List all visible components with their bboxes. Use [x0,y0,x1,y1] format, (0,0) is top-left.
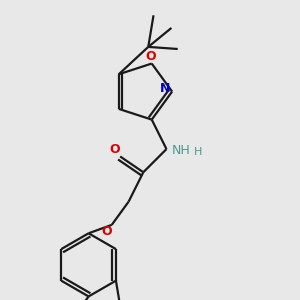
Text: H: H [194,147,202,157]
Text: O: O [101,225,112,238]
Text: N: N [160,82,170,95]
Text: O: O [110,142,120,156]
Text: O: O [146,50,156,63]
Text: NH: NH [172,144,190,157]
